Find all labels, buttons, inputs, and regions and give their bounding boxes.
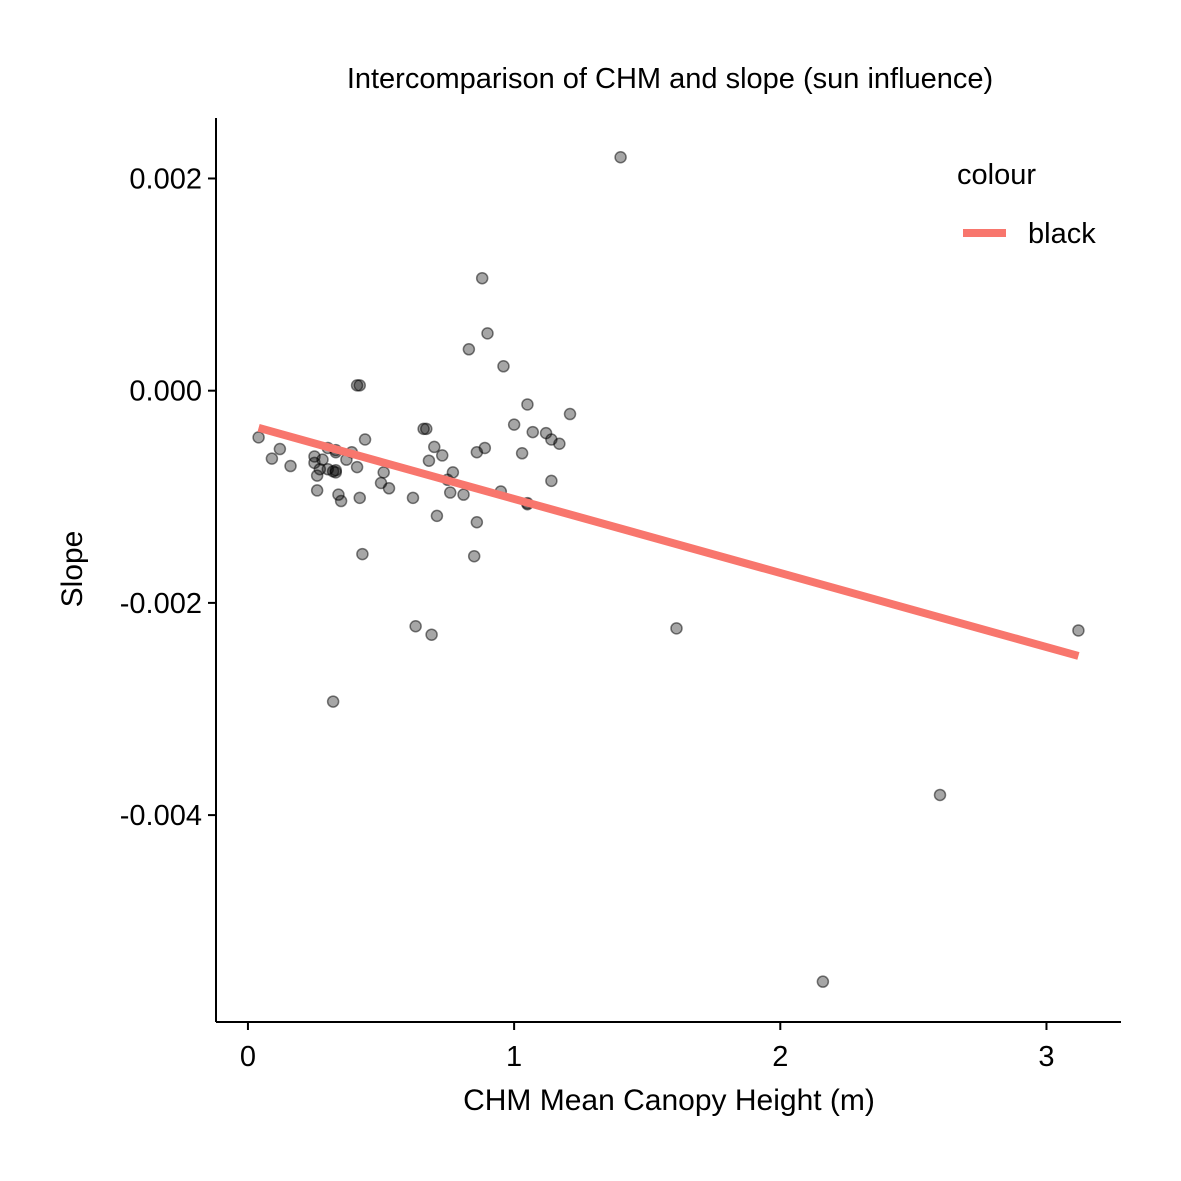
data-point [436,449,449,462]
data-point [316,453,329,466]
data-point [497,360,510,373]
x-tick-label: 3 [1038,1041,1054,1073]
y-axis-title: Slope [56,531,89,608]
x-tick-label: 0 [240,1041,256,1073]
data-point [470,516,484,529]
data-point [475,271,489,285]
legend: colour black [957,159,1096,250]
data-points [252,151,1085,988]
data-point [553,437,566,450]
y-tick-label: 0.002 [129,163,202,195]
x-tick-label: 1 [506,1041,522,1073]
data-point [409,619,422,633]
y-tick-label: -0.002 [120,588,202,620]
data-point [457,488,470,501]
data-point [1072,624,1085,637]
data-point [332,488,345,501]
plot-area [252,151,1085,988]
data-point [310,469,324,482]
data-point [358,433,372,446]
y-ticks: 0.002 0.000 -0.002 -0.004 [120,163,216,832]
data-point [310,484,324,497]
data-point [350,460,364,474]
x-axis-title: CHM Mean Canopy Height (m) [463,1084,875,1117]
data-point [521,398,534,411]
legend-title: colour [957,159,1036,191]
x-ticks: 0 1 2 3 [240,1022,1055,1073]
data-point [273,442,287,456]
data-point [356,547,369,561]
data-point [515,447,529,460]
data-point [526,425,539,439]
regression-line [257,423,1080,660]
data-point [462,343,476,356]
data-point [406,491,420,505]
data-point [816,975,830,988]
data-point [420,422,433,436]
data-point [326,695,340,708]
data-point [481,327,494,340]
data-point [428,440,441,454]
data-point [545,474,558,488]
data-point [614,151,627,164]
data-point [467,549,481,563]
data-point [933,788,947,802]
data-point [252,431,265,444]
data-point [430,509,444,523]
data-point [670,622,683,635]
data-point [507,418,521,431]
data-point [334,494,348,508]
data-point [265,452,279,465]
data-point [377,466,390,479]
data-point [382,482,396,495]
legend-label: black [1028,218,1096,250]
data-point [446,466,460,479]
data-point [284,459,297,473]
data-point [353,491,366,505]
data-point [425,628,438,641]
data-point [329,466,343,479]
chart-title: Intercomparison of CHM and slope (sun in… [347,63,993,95]
x-axis: 0 1 2 3 [216,1021,1121,1073]
y-tick-label: -0.004 [120,800,202,832]
y-tick-label: 0.000 [129,376,202,408]
data-point [563,407,577,421]
data-point [422,454,436,467]
y-axis: 0.002 0.000 -0.002 -0.004 [120,118,217,1022]
x-tick-label: 2 [772,1041,788,1073]
data-point [353,379,366,392]
data-point [478,441,492,455]
data-point [443,486,457,499]
